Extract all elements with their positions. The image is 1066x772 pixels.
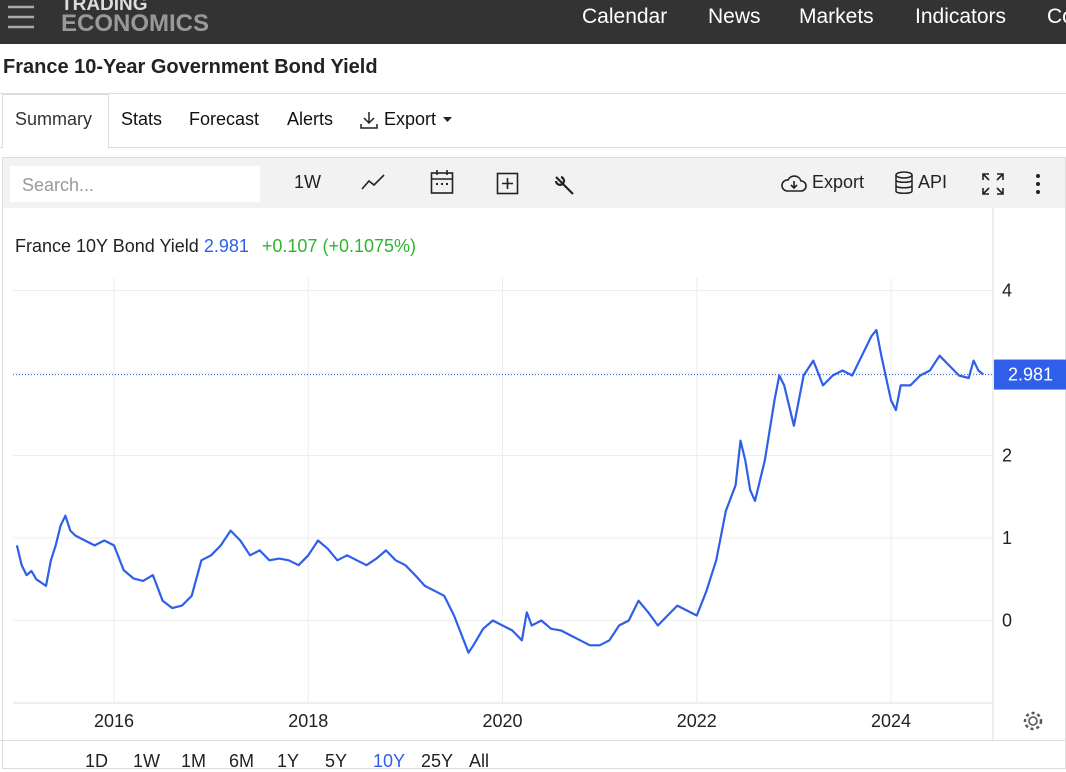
- logo-top: TRADING: [61, 0, 148, 15]
- export-button[interactable]: Export: [812, 172, 865, 192]
- download-icon: [360, 112, 378, 129]
- api-button[interactable]: API: [918, 172, 948, 192]
- x-tick-label: 2016: [94, 711, 134, 731]
- series-name: France 10Y Bond Yield: [15, 236, 199, 256]
- page-title: France 10-Year Government Bond Yield: [3, 56, 378, 78]
- y-tick-label: 0: [1002, 611, 1012, 631]
- range-button[interactable]: 5Y: [325, 751, 348, 771]
- plot-background: [3, 208, 1065, 768]
- y-tick-label: 4: [1002, 281, 1012, 301]
- add-icon[interactable]: [496, 172, 520, 196]
- settings-icon[interactable]: [553, 172, 577, 196]
- search-box[interactable]: Search...: [10, 166, 260, 202]
- line: [15, 329, 985, 654]
- search-placeholder: Search...: [22, 175, 95, 195]
- menu-icon[interactable]: [6, 4, 36, 30]
- range-button[interactable]: 25Y: [421, 751, 454, 771]
- tab[interactable]: Forecast: [189, 109, 260, 129]
- tab[interactable]: Summary: [15, 109, 93, 129]
- fullscreen-icon[interactable]: [981, 172, 1005, 196]
- nav-bar: TRADING ECONOMICS Calendar News Markets …: [0, 0, 1066, 44]
- x-tick-label: 2024: [871, 711, 911, 731]
- last-value: 2.981: [203, 236, 249, 256]
- x-tick-label: 2018: [288, 711, 328, 731]
- cloud-icon: [781, 175, 807, 192]
- range-button[interactable]: 1M: [181, 751, 207, 771]
- range-button[interactable]: 10Y: [373, 751, 406, 771]
- menu-item[interactable]: Calendar: [582, 5, 668, 28]
- quote-header: France 10Y Bond Yield 2.981 +0.107 (+0.1…: [15, 236, 416, 257]
- range-button[interactable]: All: [469, 751, 490, 771]
- menu-item[interactable]: News: [708, 5, 761, 28]
- y-tick-label: 2: [1002, 446, 1012, 466]
- chart-type-icon[interactable]: [360, 172, 386, 192]
- active-tab: [2, 94, 109, 149]
- change: +0.107: [261, 236, 318, 256]
- y-tick-label: 1: [1002, 528, 1012, 548]
- last-value-label: 2.981: [1008, 365, 1053, 385]
- menu-item[interactable]: Countries: [1047, 5, 1066, 28]
- range-button[interactable]: 1W: [133, 751, 160, 771]
- caret: [443, 117, 452, 122]
- menu-item[interactable]: Indicators: [915, 5, 1007, 28]
- logo[interactable]: TRADING ECONOMICS: [61, 0, 210, 37]
- x-tick-label: 2022: [677, 711, 717, 731]
- last-value-badge: [994, 359, 1066, 390]
- gear-icon[interactable]: [1021, 709, 1045, 733]
- more-icon[interactable]: [1032, 172, 1044, 196]
- range-bar: 1D 1W 1M 6M 1Y 5Y 10Y 25Y All: [0, 740, 1066, 771]
- range-button[interactable]: 1D: [85, 751, 109, 771]
- tab[interactable]: Export: [384, 109, 437, 129]
- calendar-icon[interactable]: [430, 169, 454, 195]
- tab-bar: Summary Stats Forecast Alerts Export: [0, 93, 1066, 149]
- tab[interactable]: Alerts: [287, 109, 334, 129]
- change-pct: (+0.1075%): [322, 236, 417, 256]
- menu-item[interactable]: Markets: [799, 5, 874, 28]
- database-icon: [895, 171, 913, 194]
- logo-bottom: ECONOMICS: [61, 10, 210, 37]
- range-button[interactable]: 1Y: [277, 751, 300, 771]
- range-button[interactable]: 6M: [229, 751, 255, 771]
- interval-button[interactable]: 1W: [294, 172, 321, 192]
- x-tick-label: 2020: [482, 711, 522, 731]
- tab[interactable]: Stats: [121, 109, 163, 129]
